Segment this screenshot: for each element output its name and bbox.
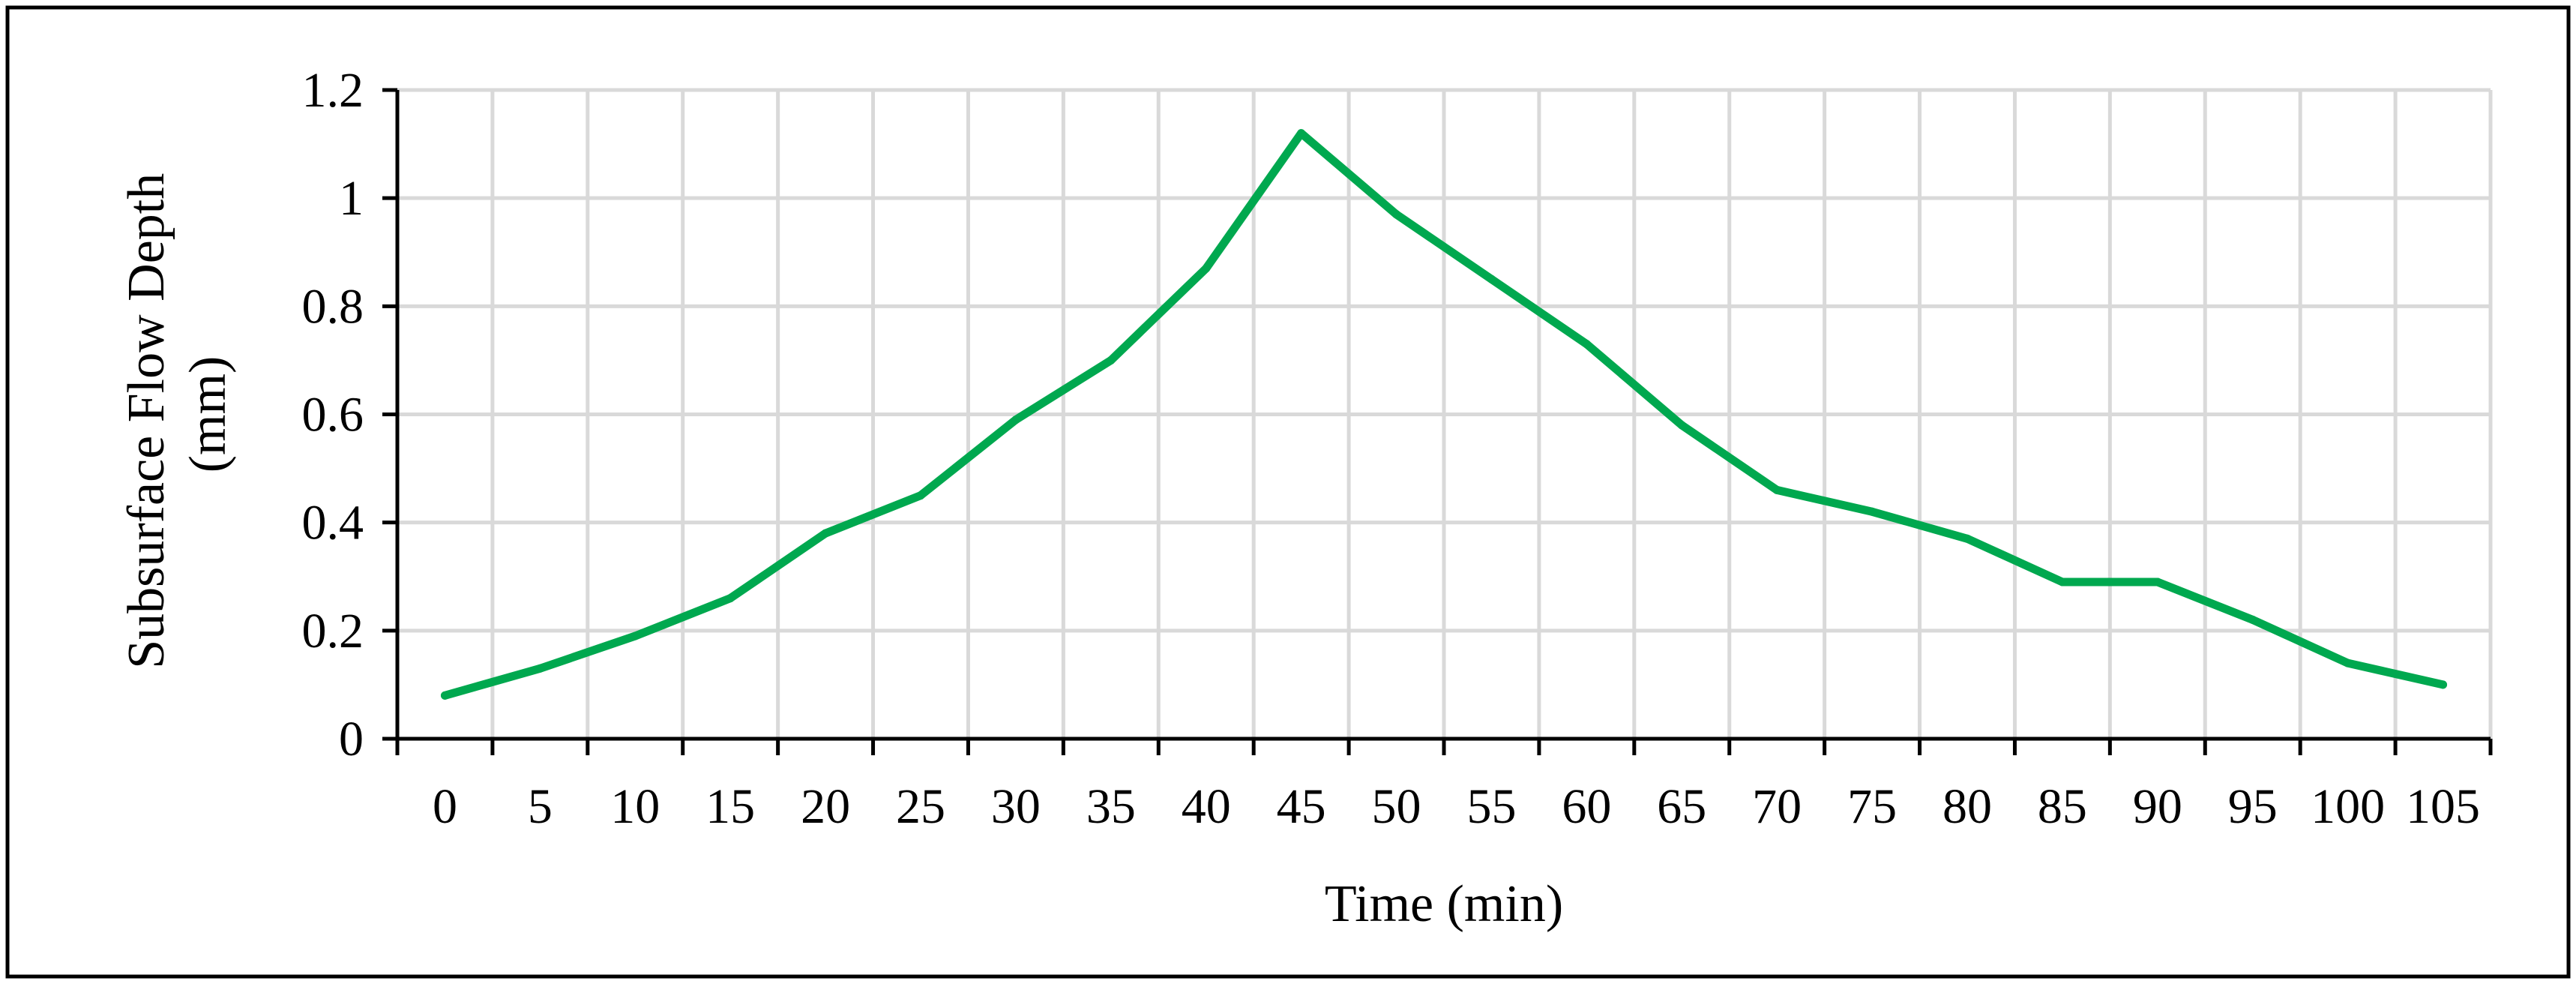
y-tick-label: 1 — [339, 171, 364, 226]
x-tick-label: 85 — [2038, 779, 2087, 834]
y-tick-label: 0.8 — [302, 279, 364, 334]
data-point — [2248, 615, 2257, 624]
x-tick-label: 80 — [1942, 779, 1992, 834]
chart-frame — [5, 5, 2571, 979]
x-tick-label: 100 — [2311, 779, 2385, 834]
y-tick-label: 0 — [339, 712, 364, 766]
y-axis-title-line-2: (mm) — [179, 356, 237, 473]
grid — [397, 88, 2493, 739]
x-tick-label: 50 — [1372, 779, 1421, 834]
data-point — [631, 632, 640, 640]
series-layer — [440, 129, 2448, 700]
data-point — [726, 594, 735, 603]
x-tick-label: 45 — [1277, 779, 1326, 834]
x-tick-label: 55 — [1466, 779, 1516, 834]
series-line — [441, 129, 2447, 700]
data-point — [1487, 274, 1496, 284]
x-tick-label: 35 — [1086, 779, 1136, 834]
data-point — [1011, 416, 1020, 424]
x-tick-label: 70 — [1752, 779, 1802, 834]
y-axis-title-line-1: Subsurface Flow Depth — [118, 173, 175, 669]
x-tick-label: 0 — [433, 779, 457, 834]
y-tick-label: 0.2 — [302, 604, 364, 658]
data-point — [1392, 210, 1401, 219]
data-point — [916, 491, 925, 500]
data-point — [821, 529, 830, 538]
data-point — [440, 691, 449, 700]
data-point — [2439, 680, 2448, 689]
data-point — [1772, 485, 1781, 494]
x-tick-label: 75 — [1847, 779, 1897, 834]
labels: Time (min) Subsurface Flow Depth (mm) — [118, 160, 1563, 933]
data-point — [1963, 534, 1972, 543]
x-tick-label: 15 — [705, 779, 755, 834]
x-tick-label: 30 — [991, 779, 1041, 834]
data-point — [1107, 356, 1116, 364]
y-axis-title: Subsurface Flow Depth (mm) — [118, 160, 237, 669]
x-tick-label: 95 — [2228, 779, 2278, 834]
data-point — [2153, 578, 2162, 586]
x-tick-label: 40 — [1182, 779, 1231, 834]
x-tick-label: 90 — [2133, 779, 2182, 834]
data-point — [2058, 578, 2067, 586]
axes: 0 0.2 0.4 0.6 0.8 1 1.2 0 5 10 15 20 25 30 35 40 45 50 55 6… — [302, 63, 2493, 834]
x-tick-label: 20 — [801, 779, 850, 834]
data-point — [1582, 340, 1591, 349]
y-tick-label: 0.6 — [302, 388, 364, 442]
x-axis-title: Time (min) — [1325, 875, 1563, 933]
y-tick-label: 0.4 — [302, 496, 364, 550]
x-tick-label: 65 — [1657, 779, 1706, 834]
data-point — [1297, 129, 1306, 138]
x-tick-label: 25 — [896, 779, 945, 834]
data-point — [535, 664, 544, 673]
data-point — [1202, 264, 1211, 273]
data-point — [1868, 507, 1877, 516]
x-tick-label: 60 — [1562, 779, 1611, 834]
x-tick-label: 5 — [528, 779, 553, 834]
x-tick-label: 105 — [2406, 779, 2480, 834]
data-point — [1677, 421, 1686, 430]
x-tick-label: 10 — [610, 779, 660, 834]
y-tick-label: 1.2 — [302, 63, 364, 118]
data-point — [2344, 658, 2353, 668]
